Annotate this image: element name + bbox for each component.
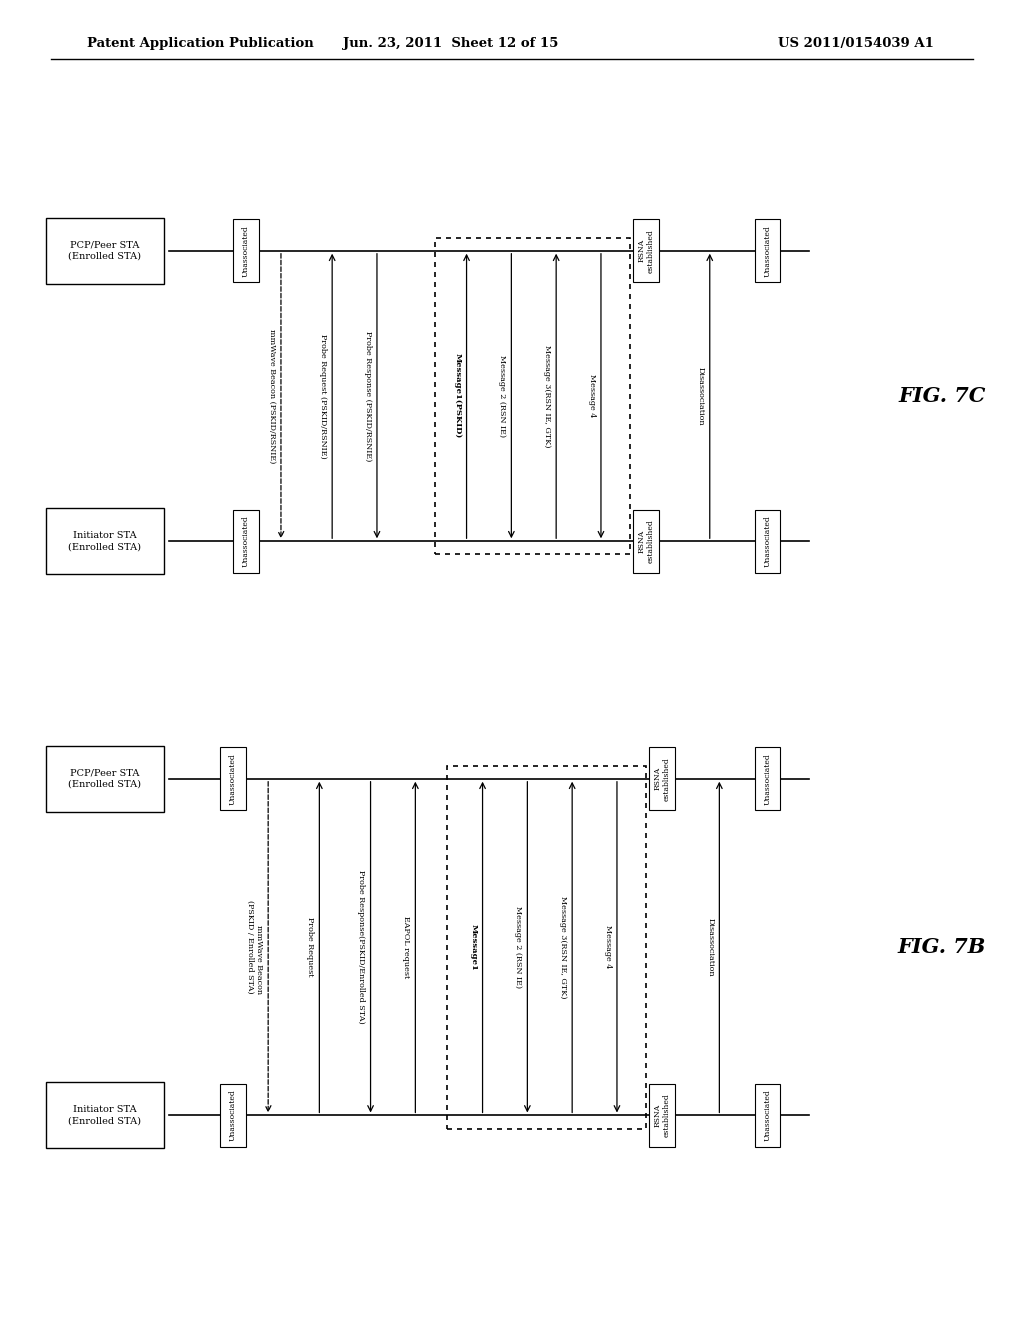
Text: mmWave Beacon (PSKID/RSNIE): mmWave Beacon (PSKID/RSNIE): [268, 329, 275, 463]
Text: Unassociated: Unassociated: [763, 752, 771, 805]
Text: Unassociated: Unassociated: [242, 224, 250, 277]
Text: Unassociated: Unassociated: [229, 752, 237, 805]
Bar: [220, 1084, 246, 1147]
Bar: [649, 747, 675, 810]
Text: mmWave Beacon
(PSKID / Enrolled STA): mmWave Beacon (PSKID / Enrolled STA): [246, 900, 263, 994]
Text: RSNA
established: RSNA established: [637, 519, 654, 564]
Text: Message 4: Message 4: [588, 375, 596, 417]
Text: Unassociated: Unassociated: [763, 224, 771, 277]
Bar: [46, 1082, 164, 1148]
Bar: [46, 218, 164, 284]
Text: Disassociation: Disassociation: [696, 367, 705, 425]
Bar: [232, 219, 258, 282]
Text: Patent Application Publication: Patent Application Publication: [87, 37, 313, 50]
Bar: [633, 510, 658, 573]
Text: RSNA
established: RSNA established: [637, 228, 654, 273]
Text: FIG. 7C: FIG. 7C: [898, 385, 986, 407]
Text: FIG. 7B: FIG. 7B: [898, 937, 986, 957]
Bar: [755, 219, 780, 282]
Bar: [46, 746, 164, 812]
Text: Probe Request (PSKID/RSNIE): Probe Request (PSKID/RSNIE): [319, 334, 327, 458]
Text: PCP/Peer STA
(Enrolled STA): PCP/Peer STA (Enrolled STA): [69, 240, 141, 261]
Bar: [447, 766, 646, 1129]
Text: Message 4: Message 4: [604, 925, 612, 969]
Text: Probe Response(PSKID/Enrolled STA): Probe Response(PSKID/Enrolled STA): [357, 870, 366, 1024]
Text: Message 3(RSN IE, GTK): Message 3(RSN IE, GTK): [559, 896, 567, 998]
Text: Message1(PSKID): Message1(PSKID): [454, 354, 462, 438]
Text: Unassociated: Unassociated: [242, 515, 250, 568]
Bar: [649, 1084, 675, 1147]
Text: Jun. 23, 2011  Sheet 12 of 15: Jun. 23, 2011 Sheet 12 of 15: [343, 37, 558, 50]
Text: RSNA
established: RSNA established: [653, 756, 671, 801]
Text: Probe Request: Probe Request: [306, 917, 314, 977]
Text: Probe Response (PSKID/RSNIE): Probe Response (PSKID/RSNIE): [364, 331, 372, 461]
Bar: [232, 510, 258, 573]
Text: Unassociated: Unassociated: [763, 515, 771, 568]
Bar: [755, 747, 780, 810]
Text: RSNA
established: RSNA established: [653, 1093, 671, 1138]
Bar: [755, 510, 780, 573]
Text: Message 2 (RSN IE): Message 2 (RSN IE): [499, 355, 506, 437]
Text: Message 3(RSN IE, GTK): Message 3(RSN IE, GTK): [543, 345, 551, 447]
Text: Unassociated: Unassociated: [229, 1089, 237, 1142]
Text: EAPOL request: EAPOL request: [402, 916, 411, 978]
Text: US 2011/0154039 A1: US 2011/0154039 A1: [778, 37, 934, 50]
Bar: [434, 238, 630, 554]
Text: Disassociation: Disassociation: [707, 917, 715, 977]
Bar: [633, 219, 658, 282]
Bar: [755, 1084, 780, 1147]
Bar: [46, 508, 164, 574]
Text: Initiator STA
(Enrolled STA): Initiator STA (Enrolled STA): [69, 531, 141, 552]
Bar: [220, 747, 246, 810]
Text: PCP/Peer STA
(Enrolled STA): PCP/Peer STA (Enrolled STA): [69, 768, 141, 789]
Text: Initiator STA
(Enrolled STA): Initiator STA (Enrolled STA): [69, 1105, 141, 1126]
Text: Unassociated: Unassociated: [763, 1089, 771, 1142]
Text: Message1: Message1: [469, 924, 477, 970]
Text: Message 2 (RSN IE): Message 2 (RSN IE): [514, 906, 522, 989]
